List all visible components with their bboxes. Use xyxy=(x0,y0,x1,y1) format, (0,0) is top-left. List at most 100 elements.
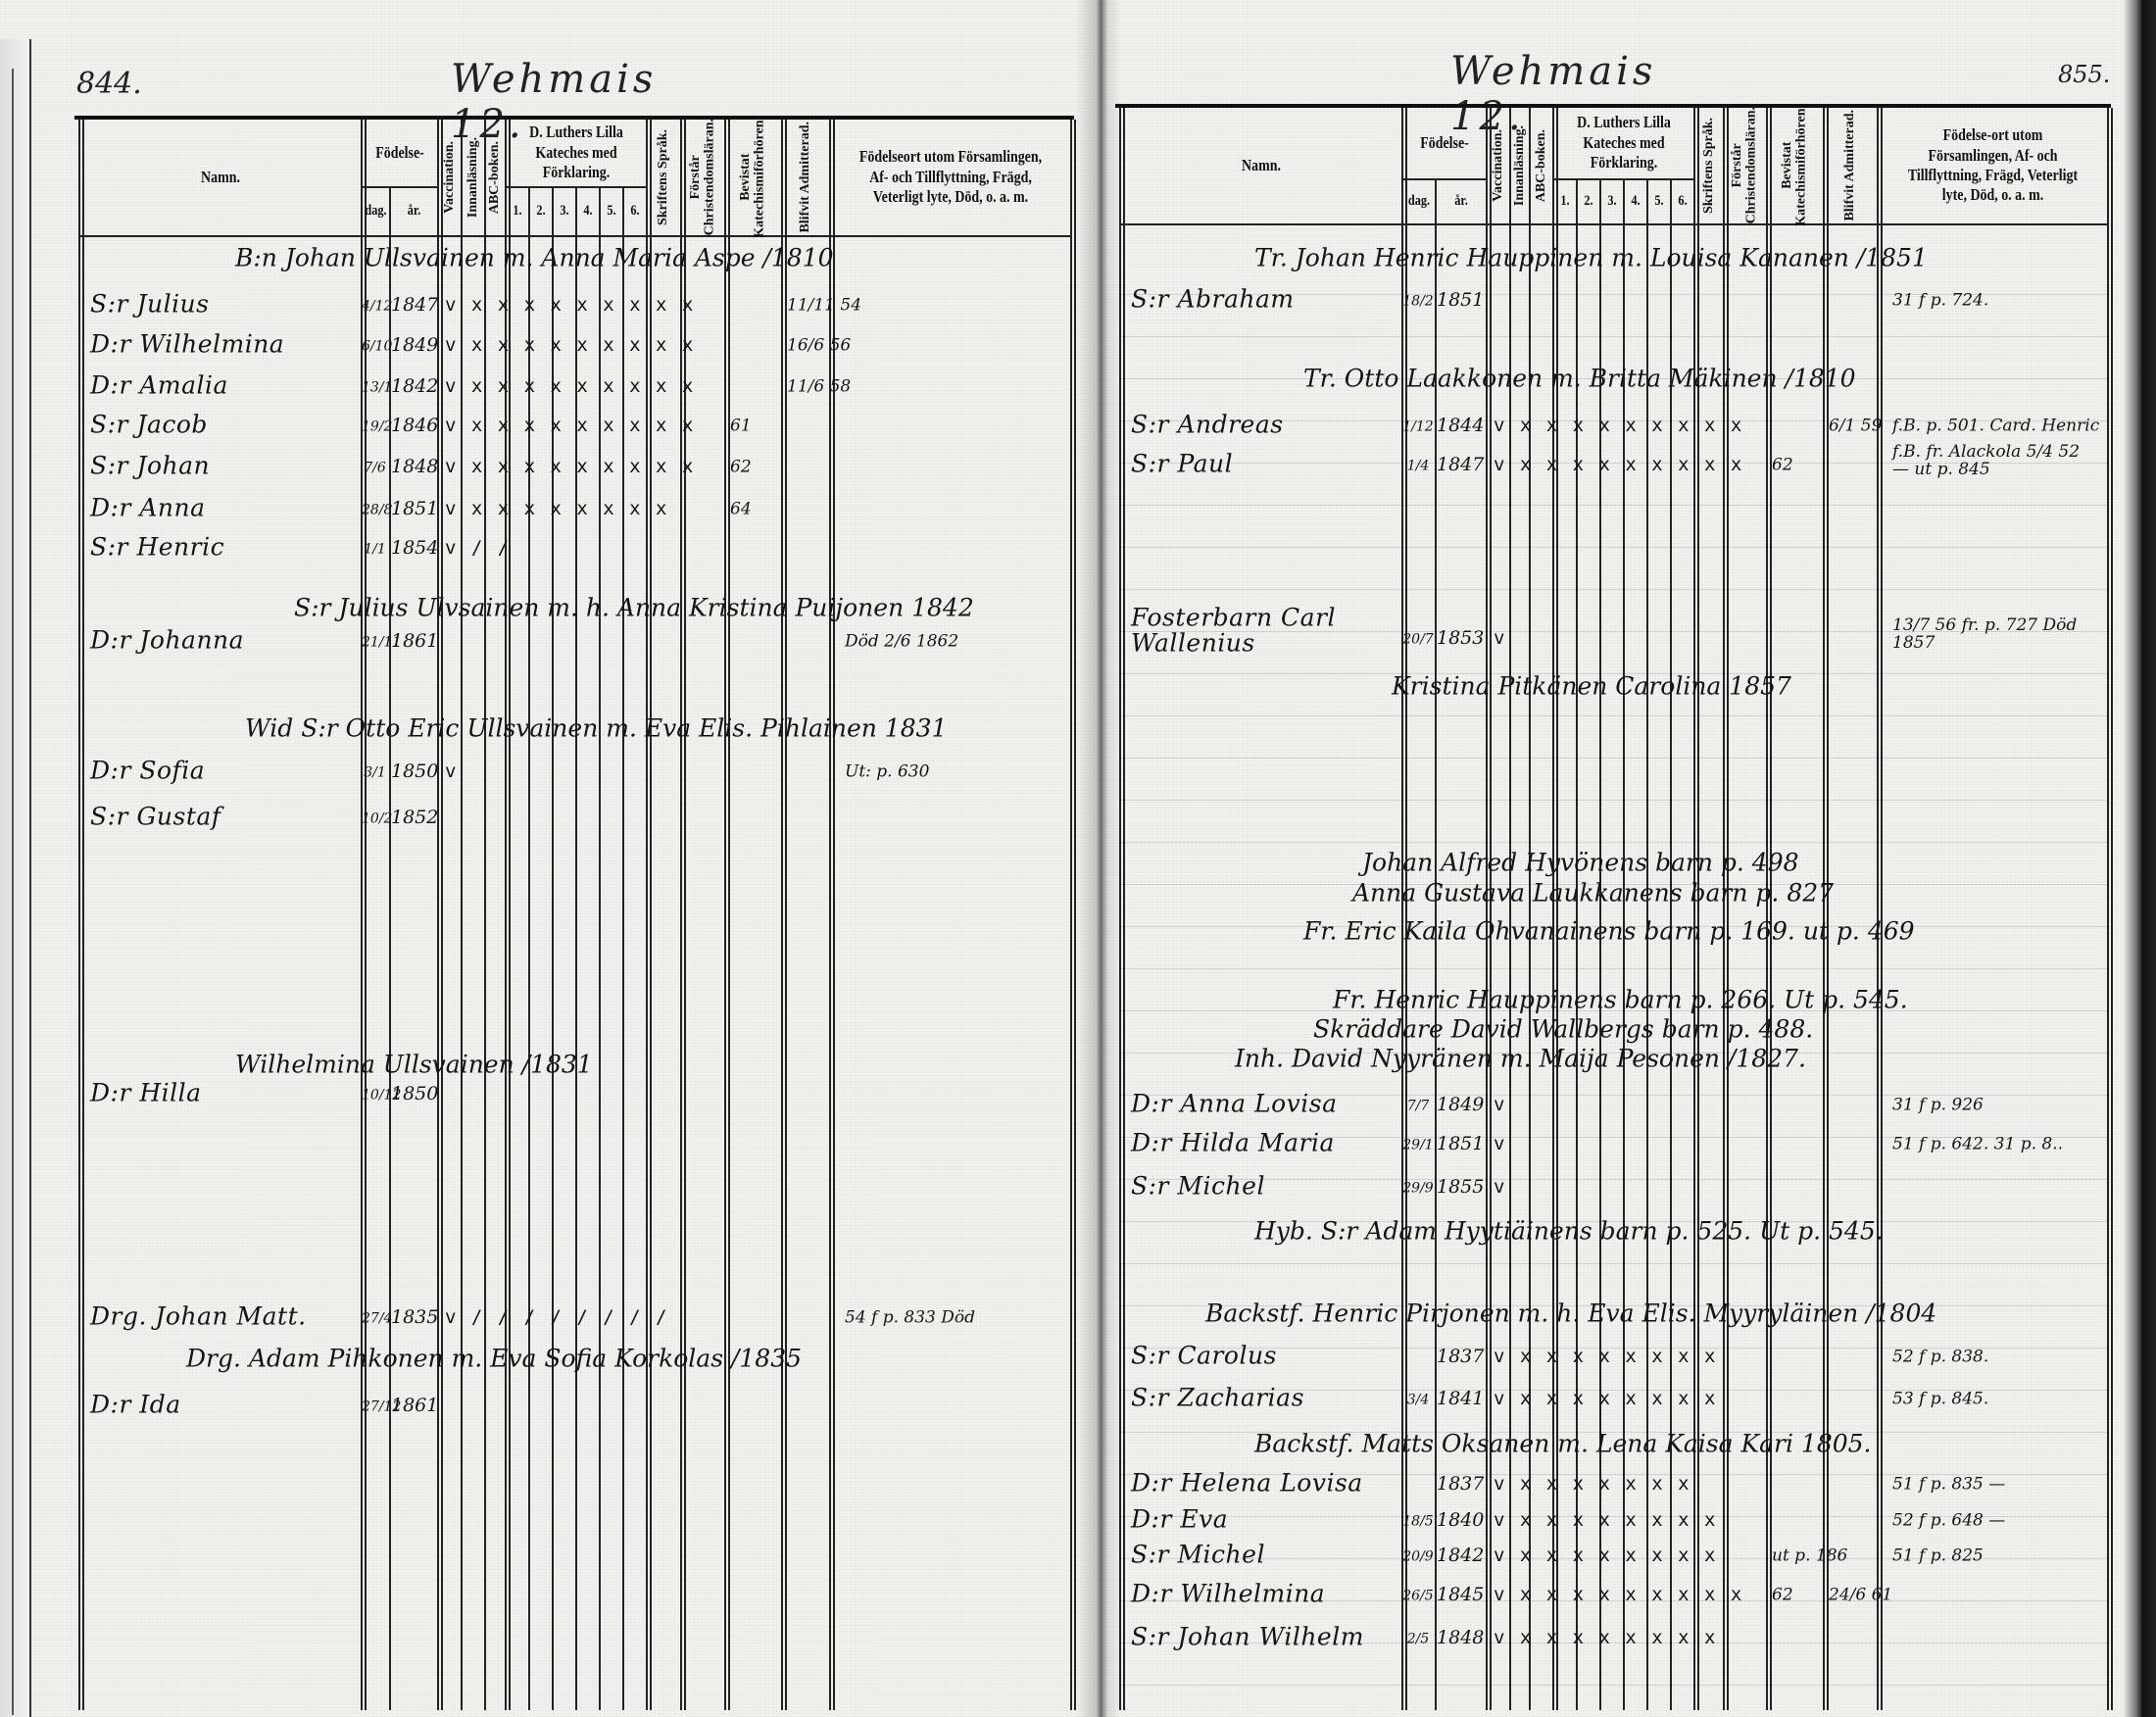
birth-year: 1853 xyxy=(1437,627,1485,650)
catechism-marks: v xyxy=(1494,1094,1507,1116)
person-name: S:r Johan xyxy=(90,451,211,480)
column-rule xyxy=(785,120,787,1710)
header-blifvit-label: Blifvit Admitterad. xyxy=(798,122,813,233)
remark: 53 f p. 845. xyxy=(1892,1389,1989,1409)
catechism-hearing-note: 62 xyxy=(1772,455,1793,475)
table-top-rule xyxy=(1115,104,2111,108)
header-blifvit: Blifvit Admitterad. xyxy=(1827,108,1875,223)
column-rule xyxy=(1646,178,1648,1710)
birth-year: 1845 xyxy=(1437,1584,1485,1606)
column-rule xyxy=(78,120,80,1710)
person-name: S:r Johan Wilhelm xyxy=(1131,1622,1364,1651)
book-spine xyxy=(1076,0,1121,1717)
remark: 52 f p. 838. xyxy=(1892,1347,1989,1367)
birth-day-month: 3/4 xyxy=(1406,1392,1430,1408)
birth-day-month: 20/9 xyxy=(1402,1548,1434,1565)
cross-reference-note: Kristina Pitkänen Carolina 1857 xyxy=(1392,671,1791,701)
household-heading: Backstf. Matts Oksanen m. Lena Kaisa Kar… xyxy=(1254,1429,1872,1458)
column-rule xyxy=(437,120,439,1710)
ruled-line xyxy=(1119,1095,2107,1096)
admitted-date: 11/11 54 xyxy=(787,295,862,316)
ruled-line xyxy=(1119,715,2107,716)
birth-year: 1848 xyxy=(391,456,439,478)
column-rule xyxy=(650,120,652,1710)
catechism-hearing-note: 62 xyxy=(730,457,752,477)
cross-reference-note: Johan Alfred Hyvönens barn p. 498 xyxy=(1362,848,1799,877)
catechism-marks: v x x x x x x x x x xyxy=(445,456,696,478)
remark: 51 f p. 835 — xyxy=(1892,1474,2006,1495)
ruled-line xyxy=(1119,1390,2107,1391)
person-name: D:r Hilla xyxy=(90,1078,202,1107)
header-fodelse: Födelse- xyxy=(375,142,424,162)
header-namn: Namn. xyxy=(1242,155,1281,174)
person-name: D:r Wilhelmina xyxy=(90,329,285,359)
column-rule xyxy=(2107,108,2109,1710)
column-rule xyxy=(509,120,511,1710)
column-rule xyxy=(1723,108,1725,1710)
header-catechism-part: 4. xyxy=(1631,193,1641,209)
column-rule xyxy=(724,120,726,1710)
column-rule xyxy=(684,120,686,1710)
column-rule xyxy=(1697,108,1699,1710)
catechism-marks: v x x x x x x x x xyxy=(1494,1346,1718,1368)
header-skriftens: Skriftens Språk. xyxy=(1697,108,1721,223)
ruled-line xyxy=(1119,926,2107,927)
header-dag: dag. xyxy=(1407,193,1431,209)
birth-day-month: 18/5 xyxy=(1402,1513,1434,1530)
parish-title: Wehmais 12. xyxy=(1450,49,1657,139)
column-rule xyxy=(1827,108,1829,1710)
birth-year: 1837 xyxy=(1437,1473,1485,1496)
birth-year: 1844 xyxy=(1437,415,1485,437)
column-rule xyxy=(365,120,367,1710)
page-number: 844. xyxy=(76,67,142,101)
birth-day-month: 26/5 xyxy=(1402,1588,1434,1604)
header-ar: år. xyxy=(1454,193,1468,209)
remark: 31 f p. 724. xyxy=(1892,290,1989,311)
header-vaccination: Vaccination. xyxy=(1490,108,1507,223)
ruled-line xyxy=(1119,1137,2107,1138)
column-rule xyxy=(1693,108,1695,1710)
header-vaccination-label: Vaccination. xyxy=(441,141,457,214)
ruled-line xyxy=(1119,1516,2107,1517)
birth-year: 1850 xyxy=(391,1083,439,1105)
catechism-marks: v x x x x x x x x x xyxy=(445,334,696,357)
person-name: S:r Carolus xyxy=(1131,1341,1277,1370)
birth-year: 1851 xyxy=(1437,289,1485,312)
birth-day-month: 13/1 xyxy=(362,379,393,396)
header-forstar: Förstår Christendomsläran. xyxy=(684,119,722,236)
header-catechism-part: 5. xyxy=(1654,193,1664,209)
person-name: S:r Andreas xyxy=(1131,410,1284,439)
ruled-line xyxy=(1119,1221,2107,1222)
ruled-line xyxy=(1119,1179,2107,1180)
header-forstar-label: Förstår Christendomsläran. xyxy=(1730,107,1759,224)
birth-year: 1841 xyxy=(1437,1388,1485,1410)
column-rule xyxy=(361,120,363,1710)
birth-day-month: 7/7 xyxy=(1406,1098,1430,1114)
ruled-line xyxy=(1119,336,2107,337)
birth-day-month: 29/9 xyxy=(1402,1180,1434,1197)
remark: 54 f p. 833 Död xyxy=(845,1307,976,1328)
column-rule xyxy=(528,186,530,1710)
ruled-line xyxy=(1119,1305,2107,1306)
birth-day-month: 6/10 xyxy=(362,338,393,355)
cross-reference-note: Fr. Henric Hauppinens barn p. 266. Ut p.… xyxy=(1333,985,1908,1014)
ruled-line xyxy=(1119,1053,2107,1054)
column-rule xyxy=(1576,178,1578,1710)
person-name: D:r Eva xyxy=(1131,1504,1229,1534)
column-rule xyxy=(82,120,84,1710)
column-rule xyxy=(461,120,463,1710)
birth-year: 1854 xyxy=(391,537,439,560)
header-forstar-label: Förstår Christendomsläran. xyxy=(687,119,717,236)
catechism-marks: v x x x x x x x x xyxy=(1494,1545,1718,1567)
catechism-hearing-note: 64 xyxy=(730,499,752,519)
catechism-marks: v x x x x x x x x x xyxy=(445,415,696,437)
column-rule xyxy=(1670,178,1672,1710)
ruled-line xyxy=(1119,884,2107,885)
person-name: S:r Julius xyxy=(90,289,210,319)
household-heading: Tr. Otto Laakkonen m. Britta Mäkinen /18… xyxy=(1303,364,1856,393)
column-rule xyxy=(781,120,783,1710)
header-bevistat-label: Bevistat Katechismiförhören. xyxy=(1780,105,1809,226)
catechism-marks: v x x x x x x x x x xyxy=(1494,1584,1744,1606)
person-name: S:r Jacob xyxy=(90,410,208,439)
birth-year: 1852 xyxy=(391,807,439,829)
